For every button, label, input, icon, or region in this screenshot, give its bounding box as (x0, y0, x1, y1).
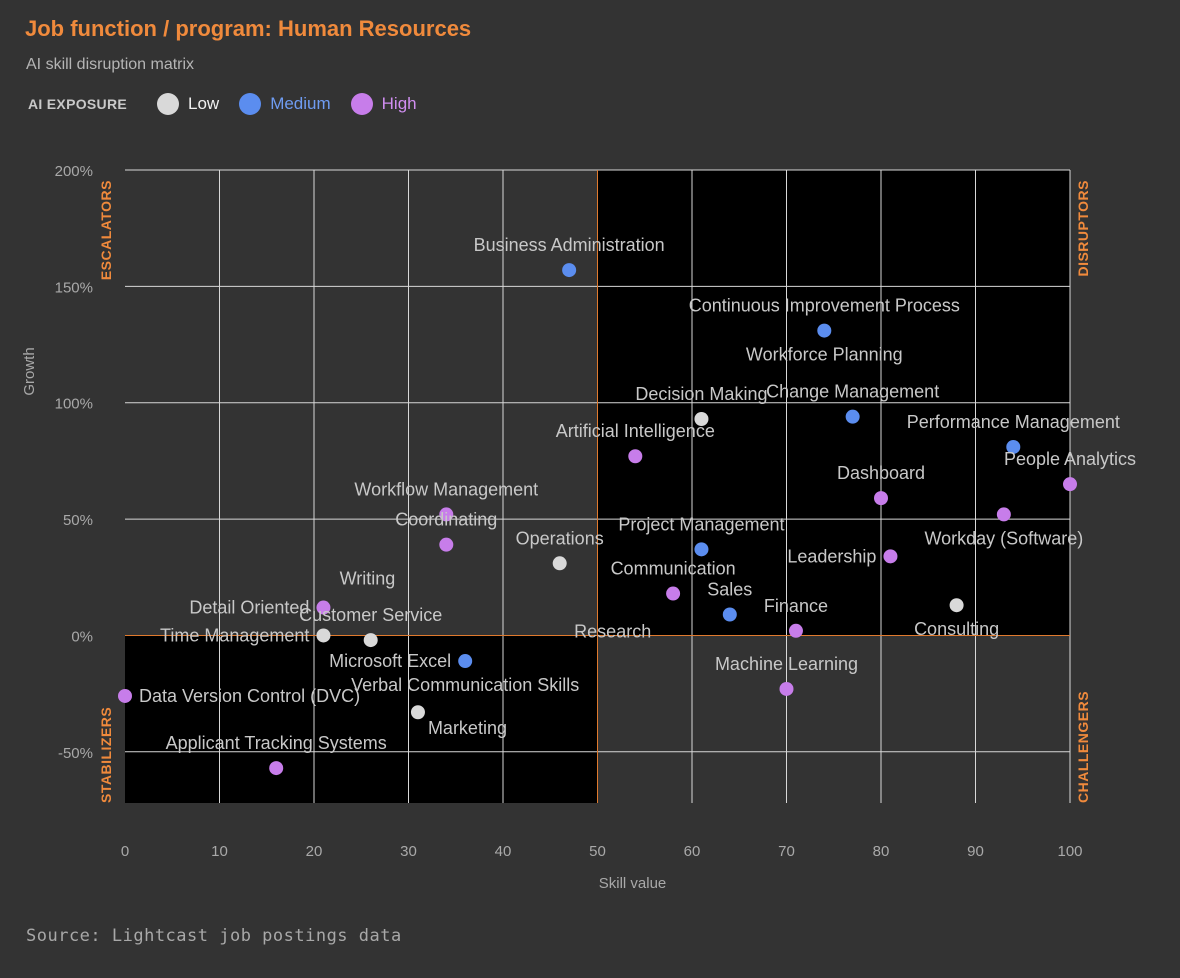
x-tick-label-100: 100 (1057, 843, 1082, 860)
data-point-continuous-improvement-process (817, 323, 832, 338)
legend-dot-medium (239, 93, 262, 115)
x-tick-label-10: 10 (211, 843, 228, 860)
data-point-decision-making (694, 412, 709, 427)
point-label-workday-software-: Workday (Software) (924, 528, 1083, 548)
quadrant-label-challengers: CHALLENGERS (1075, 691, 1091, 803)
x-axis-label: Skill value (599, 875, 667, 892)
data-point-operations (552, 556, 567, 571)
data-point-applicant-tracking-systems (269, 761, 284, 776)
point-label-performance-management: Performance Management (907, 412, 1120, 432)
x-tick-label-50: 50 (589, 843, 606, 860)
point-label-leadership: Leadership (787, 546, 876, 566)
data-point-dashboard (874, 491, 888, 506)
point-label-time-management: Time Management (160, 625, 309, 645)
y-tick-label--50: -50% (58, 745, 93, 762)
point-label-project-management: Project Management (618, 514, 784, 534)
data-point-sales (722, 607, 737, 622)
point-label-people-analytics: People Analytics (1004, 449, 1136, 469)
x-tick-label-0: 0 (121, 843, 129, 860)
point-label-consulting: Consulting (914, 619, 999, 639)
chart-title: Job function / program: Human Resources (25, 16, 472, 41)
legend-label-low: Low (188, 94, 220, 113)
quadrant-bg-stabilizers (125, 635, 598, 803)
data-point-customer-service (363, 633, 378, 648)
legend-dot-low (157, 93, 179, 115)
quadrant-label-disruptors: DISRUPTORS (1075, 180, 1091, 277)
data-point-finance (788, 623, 803, 638)
point-label-coordinating: Coordinating (395, 510, 497, 530)
data-point-change-management (845, 409, 860, 424)
y-tick-label-150: 150% (55, 279, 93, 296)
data-point-marketing (410, 705, 425, 720)
legend-label-medium: Medium (270, 94, 331, 113)
point-label-verbal-communication-skills: Verbal Communication Skills (351, 675, 579, 695)
y-tick-label-50: 50% (63, 512, 93, 529)
legend-dot-high (350, 93, 373, 115)
point-label-dashboard: Dashboard (837, 463, 925, 483)
data-point-time-management (316, 628, 331, 643)
point-label-decision-making: Decision Making (635, 384, 767, 404)
data-point-leadership (883, 549, 898, 564)
point-label-business-administration: Business Administration (474, 235, 665, 255)
data-point-consulting (949, 598, 964, 613)
data-point-communication (666, 586, 681, 601)
legend: AI EXPOSURE Low Medium High (28, 90, 437, 118)
x-tick-label-60: 60 (684, 843, 701, 860)
data-point-project-management (694, 542, 709, 557)
x-tick-label-20: 20 (306, 843, 323, 860)
source-note: Source: Lightcast job postings data (26, 926, 402, 946)
legend-label-high: High (381, 94, 417, 113)
y-tick-label-0: 0% (71, 628, 93, 645)
point-label-writing: Writing (340, 569, 396, 589)
point-label-customer-service: Customer Service (299, 605, 442, 625)
point-label-operations: Operations (516, 528, 604, 548)
data-point-performance-management (1006, 439, 1021, 454)
legend-item-low: Low (157, 93, 219, 115)
point-label-workforce-planning: Workforce Planning (746, 345, 903, 365)
data-point-data-version-control-dvc- (118, 688, 132, 703)
y-tick-label-200: 200% (55, 163, 93, 180)
data-point-business-administration (562, 263, 577, 278)
quadrant-label-stabilizers: STABILIZERS (98, 707, 114, 803)
x-tick-label-70: 70 (778, 843, 795, 860)
legend-item-high: High (350, 93, 417, 115)
x-tick-label-40: 40 (495, 843, 512, 860)
x-tick-label-90: 90 (967, 843, 984, 860)
data-point-workday-software- (996, 507, 1011, 522)
data-point-coordinating (439, 537, 454, 552)
point-label-finance: Finance (764, 596, 828, 616)
point-label-applicant-tracking-systems: Applicant Tracking Systems (166, 733, 387, 753)
legend-title: AI EXPOSURE (28, 96, 127, 112)
data-point-machine-learning (779, 681, 794, 696)
point-label-workflow-management: Workflow Management (354, 479, 538, 499)
point-label-data-version-control-dvc-: Data Version Control (DVC) (139, 686, 360, 706)
data-point-microsoft-excel (458, 654, 473, 669)
x-tick-label-30: 30 (400, 843, 417, 860)
point-label-detail-oriented: Detail Oriented (189, 598, 309, 618)
point-label-continuous-improvement-process: Continuous Improvement Process (689, 296, 960, 316)
y-axis-label: Growth (21, 347, 38, 395)
point-label-research: Research (574, 621, 651, 641)
data-point-people-analytics (1063, 477, 1077, 492)
point-label-sales: Sales (707, 579, 752, 599)
chart-subtitle: AI skill disruption matrix (26, 56, 195, 73)
data-point-workflow-management (439, 507, 454, 522)
point-label-marketing: Marketing (428, 718, 507, 738)
y-tick-label-100: 100% (55, 396, 93, 413)
quadrant-label-escalators: ESCALATORS (98, 180, 114, 280)
data-point-writing (316, 600, 331, 615)
point-label-microsoft-excel: Microsoft Excel (329, 651, 451, 671)
data-point-artificial-intelligence (628, 449, 643, 464)
point-label-communication: Communication (611, 559, 736, 579)
legend-item-medium: Medium (239, 93, 331, 115)
scatter-chart: 0 10 20 30 40 50 60 70 80 90 100 200% 150% 100% 50% 0% -… (21, 163, 1136, 892)
x-tick-label-80: 80 (873, 843, 890, 860)
point-label-machine-learning: Machine Learning (715, 654, 858, 674)
point-label-artificial-intelligence: Artificial Intelligence (556, 421, 715, 441)
point-label-change-management: Change Management (766, 382, 939, 402)
